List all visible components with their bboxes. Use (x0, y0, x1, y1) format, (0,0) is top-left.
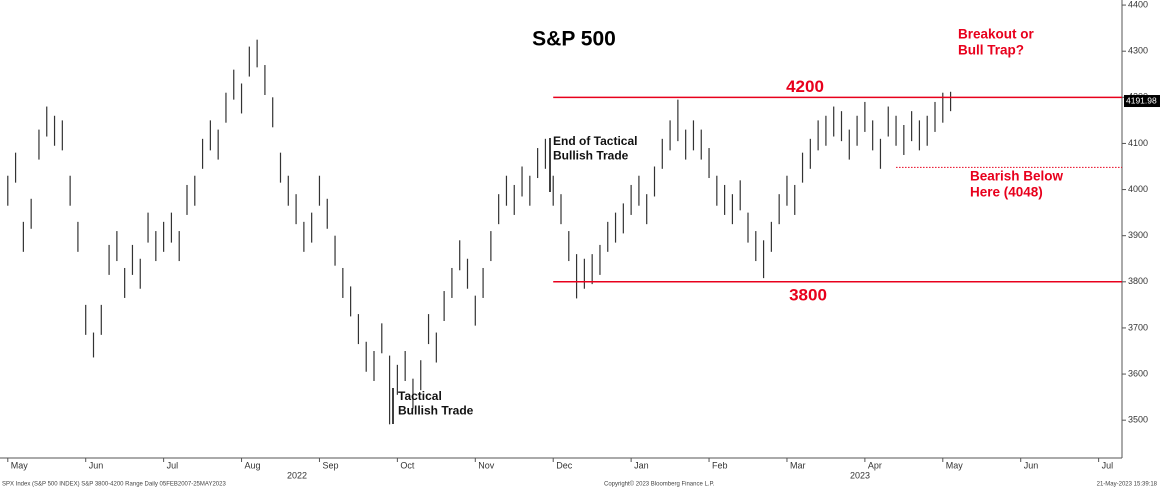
y-tick-label: 3700 (1128, 322, 1148, 332)
y-tick-label: 3800 (1128, 276, 1148, 286)
x-tick-label: Jun (89, 460, 104, 470)
annotation: Tactical (398, 389, 442, 403)
year-label: 2022 (287, 470, 307, 480)
reference-line-label: 4200 (786, 77, 824, 96)
x-tick-label: Sep (322, 460, 338, 470)
annotation: Bull Trap? (958, 43, 1024, 58)
y-tick-label: 4300 (1128, 46, 1148, 56)
y-tick-label: 3900 (1128, 230, 1148, 240)
annotation: Bearish Below (970, 169, 1064, 184)
x-tick-label: Apr (868, 460, 882, 470)
x-tick-label: Mar (790, 460, 806, 470)
last-value-tag (1124, 95, 1160, 108)
footer-source: SPX Index (S&P 500 INDEX) S&P 3800-4200 … (2, 482, 226, 488)
annotation: Here (4048) (970, 185, 1043, 200)
annotation: Bullish Trade (553, 149, 629, 163)
y-tick-label: 4100 (1128, 138, 1148, 148)
x-tick-label: Aug (245, 460, 261, 470)
y-tick-label: 3600 (1128, 368, 1148, 378)
x-tick-label: Jul (167, 460, 179, 470)
y-tick-label: 4000 (1128, 184, 1148, 194)
reference-line-label: 3800 (789, 285, 827, 304)
x-tick-label: Dec (556, 460, 573, 470)
annotation: Breakout or (958, 27, 1035, 42)
last-value-label: 4191.98 (1126, 95, 1157, 105)
x-tick-label: Oct (400, 460, 415, 470)
footer-timestamp: 21-May-2023 15:39:18 (1097, 482, 1158, 488)
annotation: End of Tactical (553, 134, 637, 148)
annotation: Bullish Trade (398, 404, 474, 418)
x-tick-label: Jun (1024, 460, 1039, 470)
x-tick-label: Nov (478, 460, 495, 470)
y-tick-label: 3500 (1128, 415, 1148, 425)
y-tick-label: 4400 (1128, 0, 1148, 9)
x-tick-label: Jan (634, 460, 649, 470)
year-label: 2023 (850, 470, 870, 480)
x-tick-label: Jul (1102, 460, 1114, 470)
x-tick-label: May (11, 460, 29, 470)
chart-title: S&P 500 (532, 28, 616, 51)
footer-copyright: Copyright© 2023 Bloomberg Finance L.P. (604, 481, 715, 488)
x-tick-label: Feb (712, 460, 728, 470)
x-tick-label: May (946, 460, 964, 470)
